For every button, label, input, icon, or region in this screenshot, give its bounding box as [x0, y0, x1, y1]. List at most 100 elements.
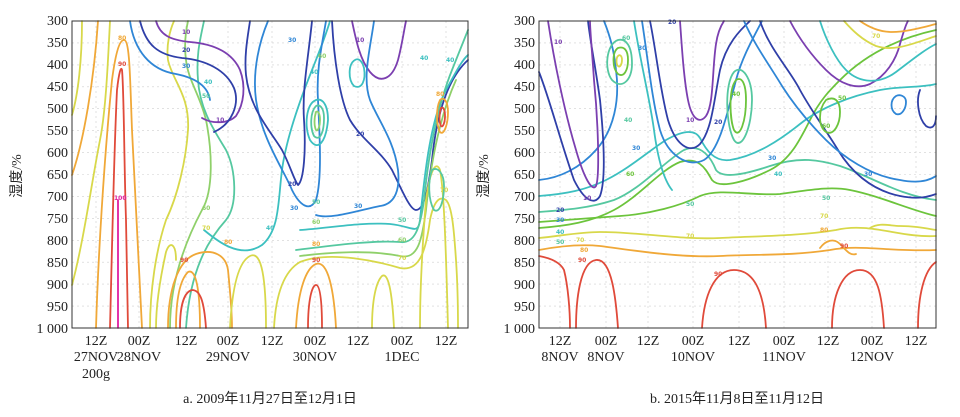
y-tick-label: 850 [514, 256, 535, 271]
x-tick-label: 00Z [391, 334, 414, 349]
x-tick-label: 8NOV [541, 350, 578, 365]
contour-40 [305, 98, 329, 146]
contour-90 [701, 269, 767, 329]
contour-label: 40 [310, 69, 318, 76]
panel-a-contour-labels: 80 90 100 10 20 30 40 50 10 60 70 80 90 … [114, 29, 454, 264]
y-tick-label: 450 [47, 80, 68, 95]
contour-label: 10 [182, 29, 190, 36]
contour-60 [313, 110, 321, 132]
contour-label: 40 [446, 57, 454, 64]
contour-label: 70 [820, 213, 828, 220]
extra-label: 200g [82, 367, 110, 382]
contour-label: 40 [266, 225, 274, 232]
y-tick-label: 400 [514, 58, 535, 73]
contour-label: 80 [312, 241, 320, 248]
contour-label: 20 [714, 119, 722, 126]
contour-50 [295, 29, 469, 251]
x-tick-label: 12Z [549, 334, 572, 349]
contour-50 [428, 168, 445, 212]
y-tick-label: 800 [47, 234, 68, 249]
panel-a-y-ticks: 300 350 400 450 500 550 600 650 700 750 … [37, 14, 69, 337]
contour-90 [917, 261, 937, 329]
contour-70 [371, 274, 395, 329]
contour-90 [307, 284, 323, 329]
contour-30 [743, 20, 937, 183]
contour-label: 20 [556, 207, 564, 214]
y-tick-label: 750 [47, 212, 68, 227]
contour-label: 40 [204, 79, 212, 86]
contour-label: 60 [318, 53, 326, 60]
panel-b-x-ticks: 12Z 8NOV 00Z 8NOV 12Z 00Z 10NOV 12Z 00Z … [541, 334, 927, 365]
contour-90 [831, 269, 885, 329]
y-tick-label: 700 [514, 190, 535, 205]
y-tick-label: 350 [47, 36, 68, 51]
y-tick-label: 300 [514, 14, 535, 29]
y-tick-label: 750 [514, 212, 535, 227]
contour-label: 50 [312, 199, 320, 206]
contour-70 [71, 20, 83, 116]
x-tick-label: 28NOV [117, 350, 161, 365]
contour-label: 10 [554, 39, 562, 46]
contour-30 [315, 20, 400, 218]
contour-80 [819, 239, 857, 256]
contour-40 [633, 20, 673, 191]
contour-10 [789, 20, 909, 88]
contour-70 [615, 54, 623, 68]
contour-label: 30 [288, 37, 296, 44]
x-tick-label: 1DEC [385, 350, 420, 365]
contour-label: 80 [118, 35, 126, 42]
contour-label: 70 [440, 187, 448, 194]
contour-label: 80 [224, 239, 232, 246]
contour-40 [538, 83, 937, 197]
contour-label: 40 [556, 229, 564, 236]
contour-50 [726, 69, 753, 144]
contour-70 [155, 244, 177, 329]
contour-label: 90 [578, 257, 586, 264]
contour-60 [538, 187, 937, 223]
panel-a-x-ticks: 12Z 27NOV 00Z 28NOV 12Z 00Z 29NOV 12Z 00… [74, 334, 457, 382]
y-tick-label: 1 000 [504, 322, 536, 337]
panel-b-grid [539, 21, 936, 328]
contour-label: 90 [118, 61, 126, 68]
x-tick-label: 27NOV [74, 350, 118, 365]
contour-label: 100 [114, 195, 127, 202]
y-tick-label: 700 [47, 190, 68, 205]
contour-50 [185, 20, 236, 329]
contour-label: 60 [202, 205, 210, 212]
x-tick-label: 00Z [595, 334, 618, 349]
contour-label: 80 [436, 91, 444, 98]
x-tick-label: 12Z [817, 334, 840, 349]
contour-label: 20 [356, 131, 364, 138]
y-tick-label: 650 [47, 168, 68, 183]
contour-90 [438, 106, 446, 128]
x-tick-label: 00Z [861, 334, 884, 349]
contour-label: 30 [768, 155, 776, 162]
contour-label: 50 [838, 95, 846, 102]
y-tick-label: 900 [514, 278, 535, 293]
contour-label: 50 [398, 217, 406, 224]
contour-70 [869, 223, 937, 231]
x-tick-label: 12Z [261, 334, 284, 349]
y-tick-label: 450 [514, 80, 535, 95]
contour-30 [890, 94, 907, 116]
x-tick-label: 12Z [347, 334, 370, 349]
contour-70 [71, 20, 111, 286]
y-tick-label: 550 [47, 124, 68, 139]
x-tick-label: 00Z [304, 334, 327, 349]
contour-label: 50 [822, 195, 830, 202]
y-tick-label: 950 [514, 300, 535, 315]
y-tick-label: 500 [514, 102, 535, 117]
contour-label: 30 [632, 145, 640, 152]
y-tick-label: 850 [47, 256, 68, 271]
contour-label: 10 [356, 37, 364, 44]
contour-80 [436, 97, 449, 134]
contour-30 [641, 20, 763, 164]
contour-label: 60 [398, 237, 406, 244]
contour-80 [538, 244, 937, 258]
y-tick-label: 900 [47, 278, 68, 293]
contour-90 [538, 255, 571, 329]
contour-20 [139, 20, 237, 133]
contour-40 [819, 20, 937, 82]
panel-b-y-ticks: 300 350 400 450 500 550 600 650 700 750 … [504, 14, 536, 337]
